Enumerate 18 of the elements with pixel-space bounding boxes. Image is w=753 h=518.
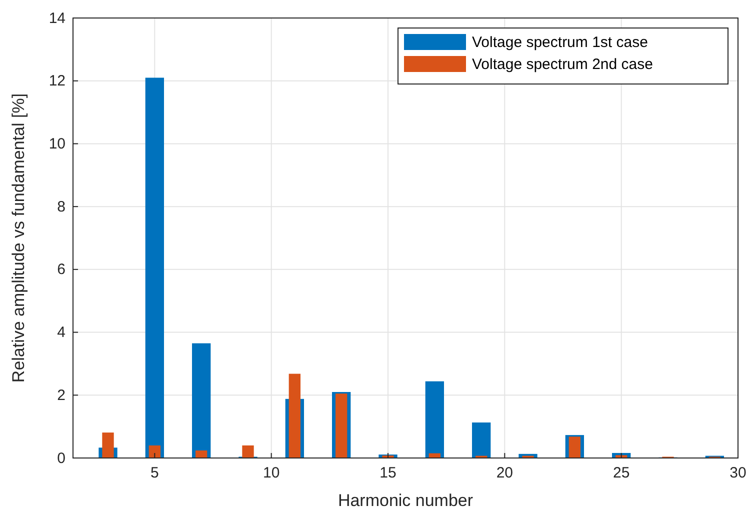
x-tick-label: 5 xyxy=(150,464,159,482)
y-tick-label: 12 xyxy=(48,72,66,90)
legend-label: Voltage spectrum 1st case xyxy=(472,34,648,51)
y-tick-label: 10 xyxy=(48,136,66,153)
x-axis-title: Harmonic number xyxy=(338,491,474,510)
x-tick-label: 20 xyxy=(496,464,514,482)
y-axis-title: Relative amplitude vs fundamental [%] xyxy=(9,93,28,383)
y-tick-label: 4 xyxy=(57,324,66,342)
x-tick-label: 30 xyxy=(730,464,746,482)
y-tick-label: 14 xyxy=(48,10,66,27)
x-tick-label: 15 xyxy=(380,464,396,482)
x-tick-label: 25 xyxy=(612,464,630,482)
x-tick-label: 10 xyxy=(262,464,280,482)
legend-label: Voltage spectrum 2nd case xyxy=(472,56,653,73)
y-tick-label: 2 xyxy=(57,386,66,404)
y-tick-label: 8 xyxy=(57,198,66,216)
y-tick-label: 6 xyxy=(57,261,66,278)
y-tick-label: 0 xyxy=(57,450,66,467)
